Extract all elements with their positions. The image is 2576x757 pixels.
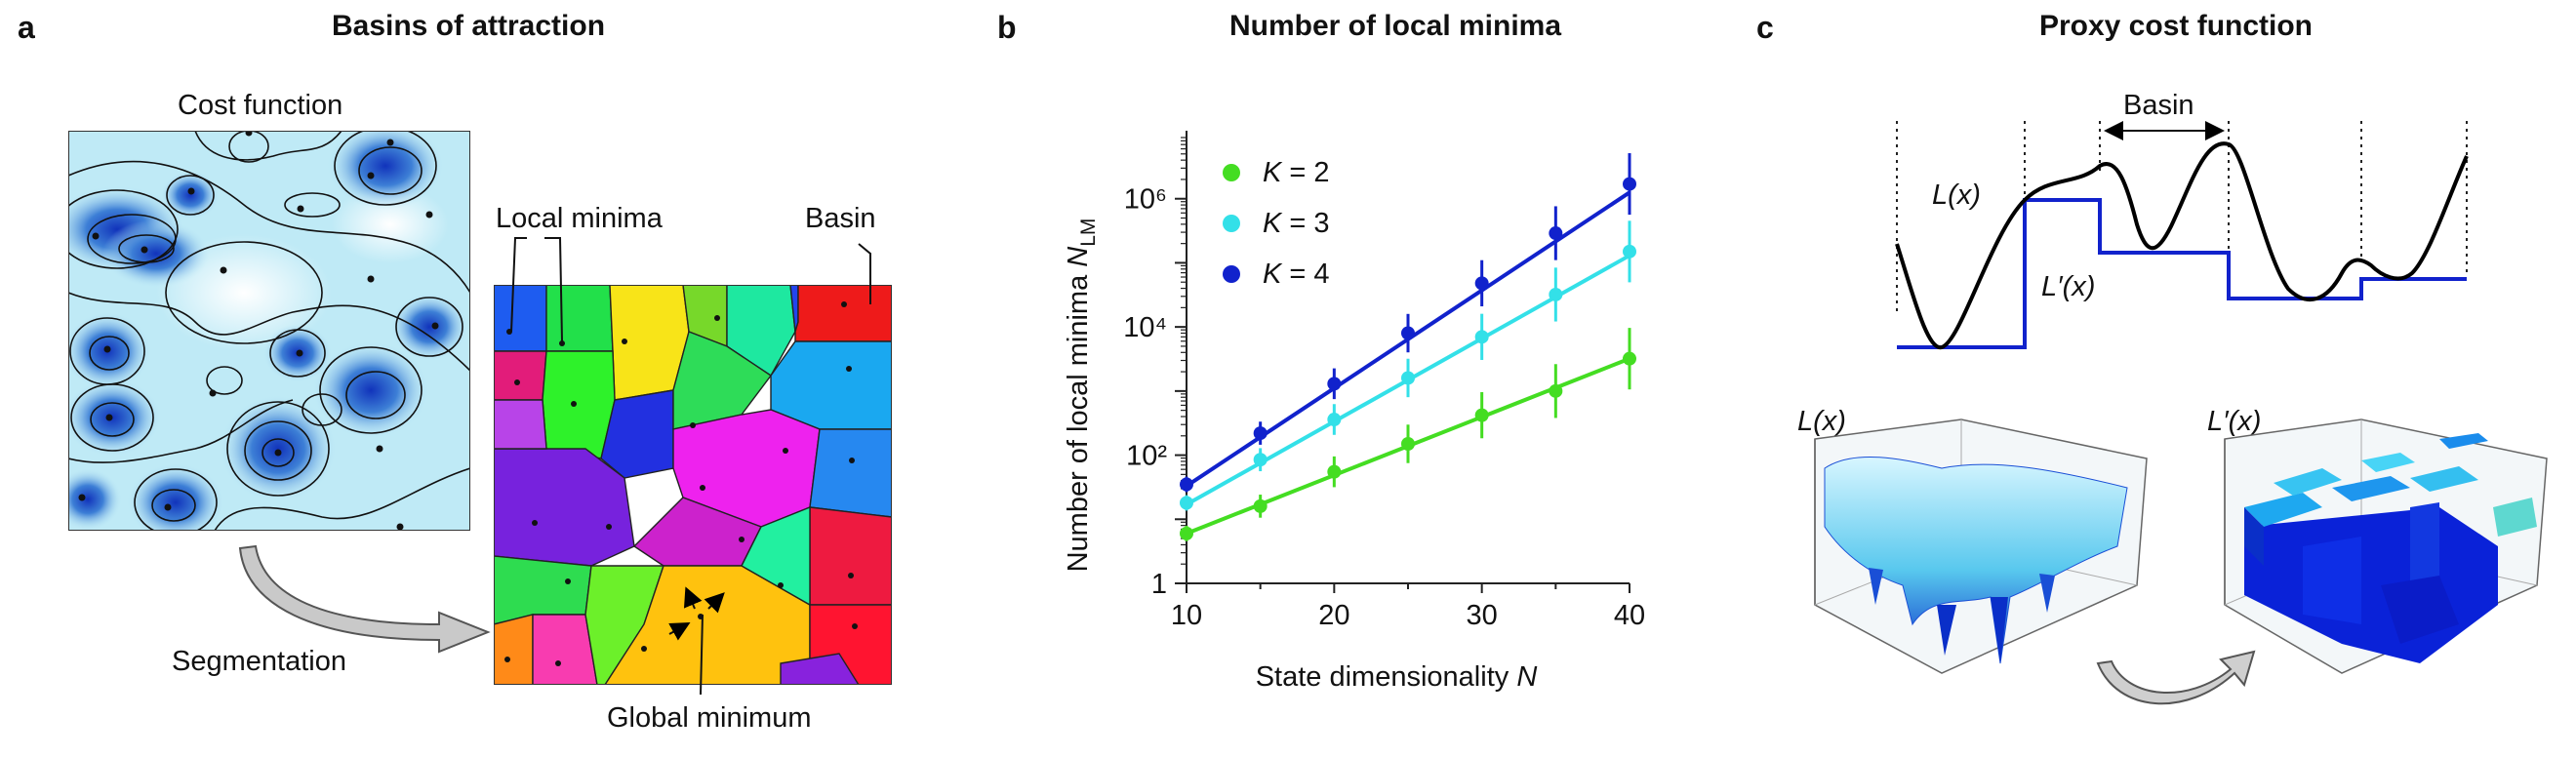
global-minimum-label: Global minimum	[607, 702, 812, 734]
panel-letter-a: a	[18, 10, 35, 45]
panel-c-title: Proxy cost function	[2038, 10, 2314, 42]
series-4: K = 4	[1180, 153, 1636, 493]
legend-label: K = 4	[1263, 259, 1330, 290]
segmentation-arrow	[238, 544, 491, 654]
data-point	[1549, 383, 1563, 398]
legend-marker	[1223, 265, 1240, 283]
data-point	[1549, 287, 1563, 301]
series-3: K = 3	[1180, 208, 1636, 511]
panel-letter-c: c	[1756, 10, 1774, 45]
x-tick-label: 20	[1318, 600, 1349, 631]
data-point	[1474, 408, 1489, 422]
basin-label-c: Basin	[2123, 90, 2194, 121]
cost-surface-3d	[1814, 418, 2148, 674]
data-point	[1401, 371, 1415, 385]
surface-3d-label: L(x)	[1797, 406, 1846, 437]
local-minima-label: Local minima	[496, 203, 663, 234]
panel-a-title: Basins of attraction	[331, 10, 606, 42]
data-point	[1253, 498, 1268, 513]
data-point	[1327, 464, 1342, 479]
y-tick-label: 10⁴	[1123, 312, 1167, 343]
legend-label: K = 2	[1263, 157, 1330, 188]
cost-function-label: Cost function	[178, 90, 343, 121]
data-point	[1180, 496, 1193, 510]
data-point	[1474, 330, 1489, 344]
cost-curve	[1895, 141, 2469, 350]
data-point	[1623, 244, 1636, 259]
panel-letter-b: b	[997, 10, 1017, 45]
x-axis-label: State dimensionality N	[1256, 661, 1538, 693]
y-axis-label: Number of local minima NLM	[1063, 219, 1100, 573]
data-point	[1474, 276, 1489, 291]
data-point	[1253, 426, 1268, 441]
proxy-surface-3d	[2224, 418, 2548, 674]
series-2: K = 2	[1180, 157, 1636, 541]
data-point	[1327, 413, 1342, 427]
segmentation-label: Segmentation	[172, 646, 346, 677]
panel-b-title: Number of local minima	[1228, 10, 1562, 42]
y-tick-label: 10⁶	[1124, 184, 1167, 216]
chart-axes: 10 20 30 40 1 10² 10⁴ 10⁶	[1123, 131, 1645, 631]
data-point	[1623, 177, 1636, 191]
legend-label: K = 3	[1263, 208, 1330, 239]
data-point	[1327, 377, 1342, 391]
proxy-curve-label: L′(x)	[2041, 271, 2096, 302]
data-point	[1253, 453, 1268, 467]
proxy-step-curve	[1897, 198, 2467, 349]
data-point	[1549, 226, 1563, 241]
y-tick-label: 1	[1151, 569, 1167, 600]
data-point	[1180, 477, 1193, 492]
legend-marker	[1223, 215, 1240, 232]
x-tick-label: 40	[1614, 600, 1645, 631]
chart-marks: K = 2 K = 3 K = 4	[1180, 153, 1636, 541]
leader-lines-a	[510, 237, 871, 696]
x-tick-label: 10	[1171, 600, 1202, 631]
data-point	[1401, 436, 1415, 451]
data-point	[1180, 526, 1193, 540]
data-point	[1401, 326, 1415, 340]
fit-line	[1186, 356, 1630, 536]
proxy-transform-arrow	[2096, 650, 2256, 705]
contour-map	[68, 131, 470, 531]
basin-boundary-guides	[1896, 121, 2468, 312]
cost-curve-label: L(x)	[1932, 179, 1981, 211]
proxy-3d-label: L′(x)	[2207, 406, 2262, 437]
basin-label-a: Basin	[805, 203, 876, 234]
legend-marker	[1223, 164, 1240, 181]
fit-line	[1186, 254, 1630, 506]
segmentation-map	[494, 285, 892, 685]
x-tick-label: 30	[1467, 600, 1498, 631]
fit-line	[1185, 190, 1631, 488]
data-point	[1623, 351, 1636, 366]
y-tick-label: 10²	[1126, 441, 1167, 472]
